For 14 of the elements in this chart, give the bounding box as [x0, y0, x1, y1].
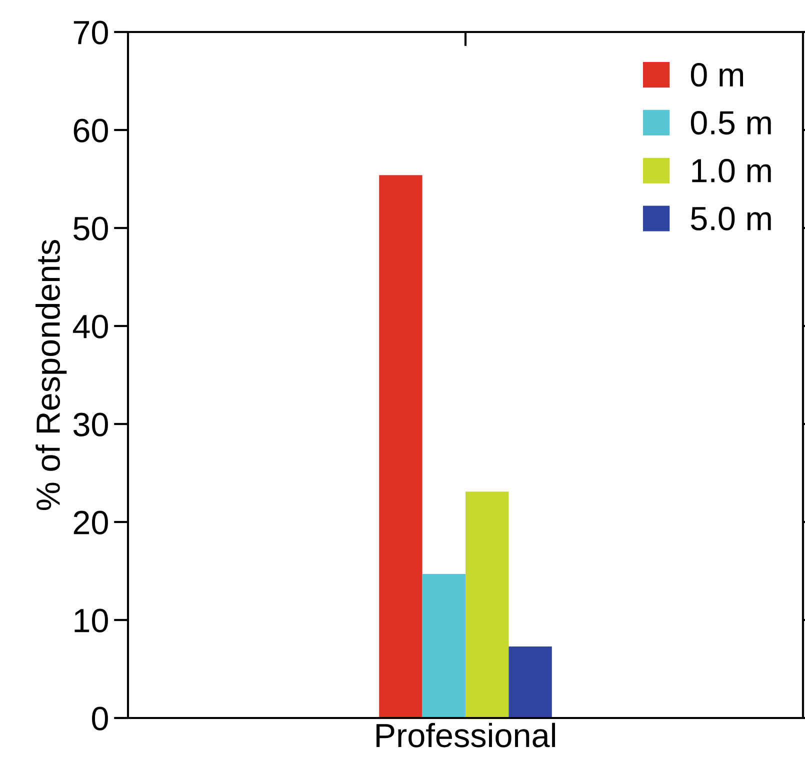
y-tick-label: 40	[72, 314, 108, 338]
y-tick-label: 0	[92, 706, 108, 730]
legend-label: 1.0 m	[692, 158, 771, 182]
y-tick-label: 70	[74, 20, 108, 44]
y-tick-label: 50	[74, 216, 108, 240]
legend-label: 0.5 m	[690, 110, 771, 135]
y-axis-title: % of Respondents	[36, 240, 67, 510]
y-tick-label: 20	[74, 510, 108, 534]
y-tick-label: 60	[74, 118, 108, 142]
legend-label: 0 m	[690, 63, 744, 87]
x-tick-label: Professional	[376, 722, 555, 748]
legend-label: 5.0 m	[690, 206, 771, 230]
y-tick-label: 30	[73, 412, 108, 436]
y-tick-label: 10	[74, 608, 108, 632]
